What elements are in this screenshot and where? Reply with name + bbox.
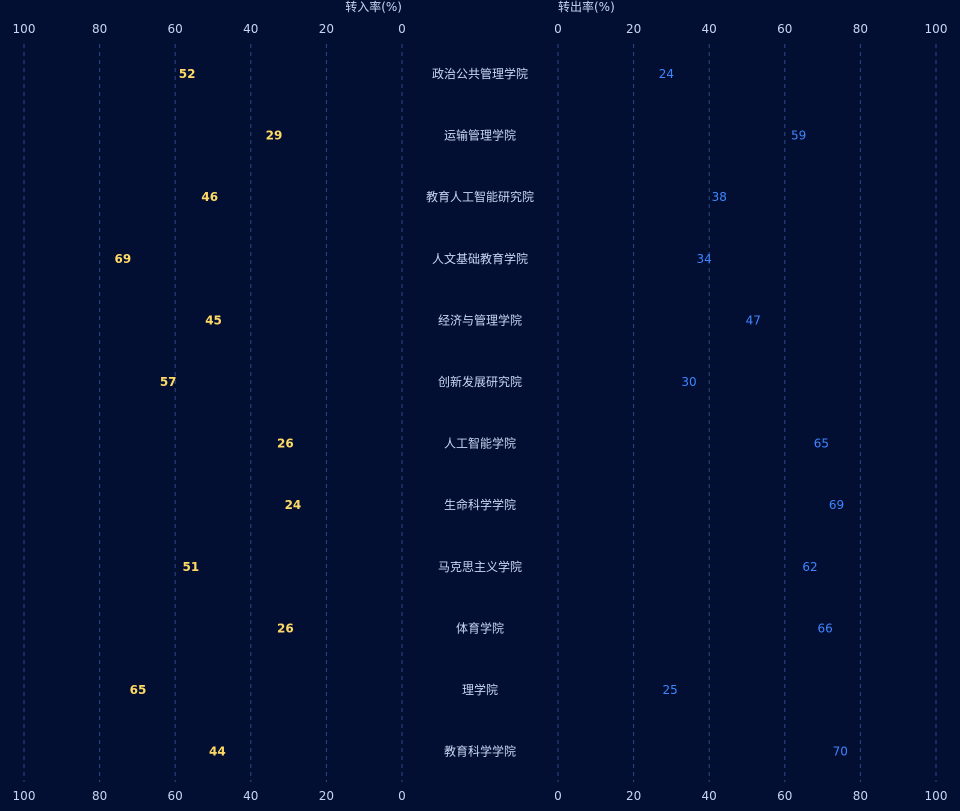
right-axis-tick-top: 0 [554,22,562,36]
category-label: 教育人工智能研究院 [426,189,534,204]
left-axis-tick-bottom: 0 [398,789,406,803]
category-label: 体育学院 [456,620,504,635]
left-axis-tick-bottom: 20 [319,789,334,803]
left-axis-tick-top: 100 [13,22,36,36]
left-axis-tick-bottom: 60 [168,789,183,803]
left-bar-value-label: 45 [205,313,222,327]
left-axis-tick-bottom: 100 [13,789,36,803]
left-bar-value-label: 44 [209,745,226,759]
category-label: 政治公共管理学院 [432,66,528,81]
right-bar-value-label: 69 [829,498,844,512]
left-bar-value-label: 26 [277,437,294,451]
axes: 100 100 80 80 60 60 40 40 20 20 0 0 0 0 20 20 40 40 60 60 80… [13,0,948,803]
left-bar-value-label: 26 [277,621,294,635]
right-axis-tick-top: 40 [702,22,717,36]
category-label: 人工智能学院 [444,436,516,451]
category-label: 经济与管理学院 [438,312,522,327]
left-bar-value-label: 65 [130,683,147,697]
category-label: 理学院 [462,682,498,697]
left-axis-tick-bottom: 40 [243,789,258,803]
category-label: 教育科学学院 [444,744,516,759]
left-bar-value-label: 24 [285,498,302,512]
right-bar-value-label: 38 [712,190,727,204]
category-label: 创新发展研究院 [438,374,522,389]
left-bar-value-label: 57 [160,375,177,389]
right-bar-value-label: 70 [833,745,848,759]
left-axis-title: 转入率(%) [345,0,402,14]
right-axis-tick-top: 80 [853,22,868,36]
right-bar-value-label: 65 [814,437,829,451]
right-bar-value-label: 47 [746,313,761,327]
right-bar-value-label: 62 [802,560,817,574]
left-bar-value-label: 29 [266,129,283,143]
labels: 政治公共管理学院 52 24 运输管理学院 29 59 教育人工智能研究院 46 38 人文基础教… [114,66,847,759]
right-axis-tick-bottom: 100 [925,789,948,803]
left-axis-tick-top: 60 [168,22,183,36]
right-axis-tick-bottom: 60 [777,789,792,803]
right-bar-value-label: 30 [681,375,696,389]
left-axis-tick-top: 20 [319,22,334,36]
left-bar-value-label: 52 [179,67,196,81]
right-bar-value-label: 34 [697,252,712,266]
right-axis-title: 转出率(%) [558,0,615,14]
left-bar-value-label: 46 [201,190,218,204]
right-axis-tick-top: 60 [777,22,792,36]
left-bar-value-label: 51 [183,560,200,574]
right-bar-value-label: 66 [817,621,832,635]
category-label: 人文基础教育学院 [432,251,528,266]
right-axis-tick-top: 100 [925,22,948,36]
category-label: 生命科学学院 [444,497,516,512]
left-axis-tick-bottom: 80 [92,789,107,803]
bars [138,71,826,755]
right-bar-value-label: 59 [791,129,806,143]
right-bar-value-label: 24 [659,67,674,81]
grid-lines [23,44,937,782]
left-axis-tick-top: 80 [92,22,107,36]
left-axis-tick-top: 0 [398,22,406,36]
right-axis-tick-bottom: 80 [853,789,868,803]
right-axis-tick-bottom: 0 [554,789,562,803]
right-axis-tick-top: 20 [626,22,641,36]
right-axis-tick-bottom: 20 [626,789,641,803]
right-bar-value-label: 25 [663,683,678,697]
left-axis-tick-top: 40 [243,22,258,36]
category-label: 马克思主义学院 [438,559,522,574]
left-bar-value-label: 69 [114,252,131,266]
right-axis-tick-bottom: 40 [702,789,717,803]
category-label: 运输管理学院 [444,128,516,143]
